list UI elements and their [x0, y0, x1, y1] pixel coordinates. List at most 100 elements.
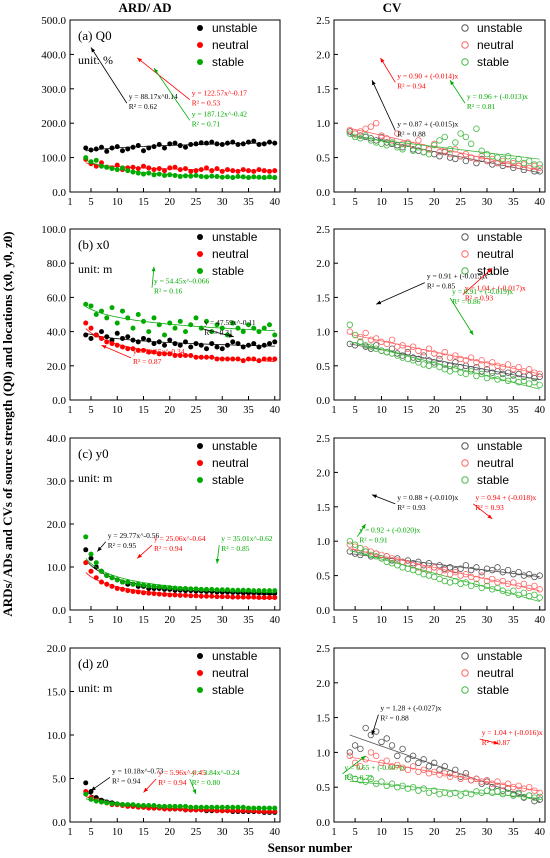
- point-neutral: [167, 165, 173, 171]
- point-stable: [404, 565, 412, 572]
- point-stable: [130, 325, 136, 331]
- point-neutral: [214, 594, 220, 600]
- point-stable: [409, 784, 417, 791]
- annotation-arrowhead: [360, 755, 366, 761]
- point-stable: [415, 144, 422, 151]
- annotation-r2: R² = 0.71: [192, 119, 221, 128]
- point-neutral: [225, 167, 230, 173]
- point-unstable: [525, 571, 533, 578]
- point-stable: [99, 799, 104, 805]
- point-stable: [378, 555, 385, 562]
- legend-marker-unstable: [461, 24, 469, 32]
- point-stable: [452, 789, 459, 796]
- point-stable: [388, 139, 396, 146]
- point-neutral: [378, 759, 385, 767]
- point-neutral: [531, 162, 538, 170]
- point-unstable: [88, 335, 94, 341]
- point-stable: [188, 173, 194, 179]
- plot-frame: [69, 19, 281, 193]
- point-neutral: [130, 589, 136, 595]
- point-unstable: [351, 342, 359, 349]
- point-neutral: [156, 591, 162, 597]
- point-unstable: [99, 329, 104, 335]
- x-tick-label: 15: [403, 405, 414, 416]
- point-neutral: [351, 759, 359, 767]
- x-tick-label: 25: [191, 615, 202, 626]
- point-stable: [504, 589, 512, 596]
- x-tick-label: 15: [403, 197, 414, 208]
- x-tick-label: 10: [376, 405, 387, 416]
- y-tick-label: 60.0: [47, 292, 67, 304]
- annotation-r2: R² = 0.94: [112, 776, 141, 785]
- unit-label: unit: m: [78, 471, 113, 485]
- point-unstable: [204, 140, 209, 146]
- point-neutral: [151, 167, 157, 173]
- point-neutral: [151, 349, 157, 355]
- annotation-arrowhead: [192, 789, 197, 795]
- point-unstable: [151, 144, 157, 150]
- point-unstable: [141, 148, 146, 154]
- point-stable: [104, 800, 110, 806]
- point-stable: [383, 142, 390, 149]
- point-unstable: [425, 763, 433, 770]
- point-stable: [167, 585, 173, 591]
- point-stable: [83, 301, 89, 307]
- point-stable: [188, 804, 194, 810]
- point-stable: [214, 804, 220, 810]
- point-neutral: [467, 573, 475, 581]
- y-tick-label: 200.0: [41, 118, 66, 130]
- point-neutral: [219, 594, 225, 600]
- annotation-arrow: [371, 80, 396, 131]
- legend-label-unstable: unstable: [212, 439, 258, 453]
- point-stable: [452, 366, 459, 373]
- point-neutral: [251, 356, 257, 362]
- x-tick-label: 40: [270, 615, 281, 626]
- y-tick-label: 20.0: [47, 519, 67, 531]
- point-stable: [135, 802, 141, 808]
- point-unstable: [478, 568, 485, 576]
- point-stable: [177, 174, 183, 180]
- y-tick-label: 2.0: [316, 678, 330, 690]
- point-stable: [441, 577, 448, 585]
- point-stable: [362, 548, 369, 555]
- point-neutral: [483, 577, 491, 585]
- point-neutral: [120, 344, 125, 350]
- point-neutral: [425, 146, 433, 153]
- point-stable: [525, 792, 533, 799]
- legend-marker-unstable: [197, 234, 203, 240]
- point-stable: [478, 789, 485, 796]
- point-neutral: [515, 582, 522, 590]
- point-stable: [478, 370, 485, 378]
- point-neutral: [261, 356, 267, 362]
- legend-label-stable: stable: [212, 264, 244, 278]
- point-stable: [415, 568, 422, 576]
- point-stable: [261, 805, 267, 811]
- plot-frame: [333, 647, 546, 823]
- point-unstable: [109, 145, 115, 151]
- y-tick-label: 0.0: [316, 187, 330, 199]
- point-neutral: [399, 764, 406, 771]
- point-stable: [531, 379, 538, 386]
- point-stable: [246, 587, 251, 593]
- point-stable: [420, 785, 427, 792]
- point-neutral: [109, 341, 115, 347]
- legend-marker-unstable: [461, 442, 469, 450]
- point-neutral: [520, 161, 528, 168]
- annotation-r2: R² = 0.85: [427, 282, 456, 291]
- annotation-arrow: [101, 344, 132, 359]
- point-stable: [209, 173, 215, 179]
- point-neutral: [489, 359, 496, 366]
- point-stable: [510, 587, 517, 594]
- point-neutral: [367, 336, 375, 344]
- point-stable: [156, 584, 162, 590]
- point-neutral: [388, 555, 396, 562]
- point-neutral: [177, 167, 183, 173]
- y-tick-label: 1.0: [316, 327, 330, 339]
- x-tick-label: 15: [403, 827, 414, 838]
- x-tick-label: 1: [67, 405, 72, 416]
- point-neutral: [362, 125, 369, 132]
- point-neutral: [441, 566, 448, 574]
- point-neutral: [267, 809, 272, 815]
- legend-marker-unstable: [197, 443, 203, 449]
- point-stable: [436, 137, 443, 144]
